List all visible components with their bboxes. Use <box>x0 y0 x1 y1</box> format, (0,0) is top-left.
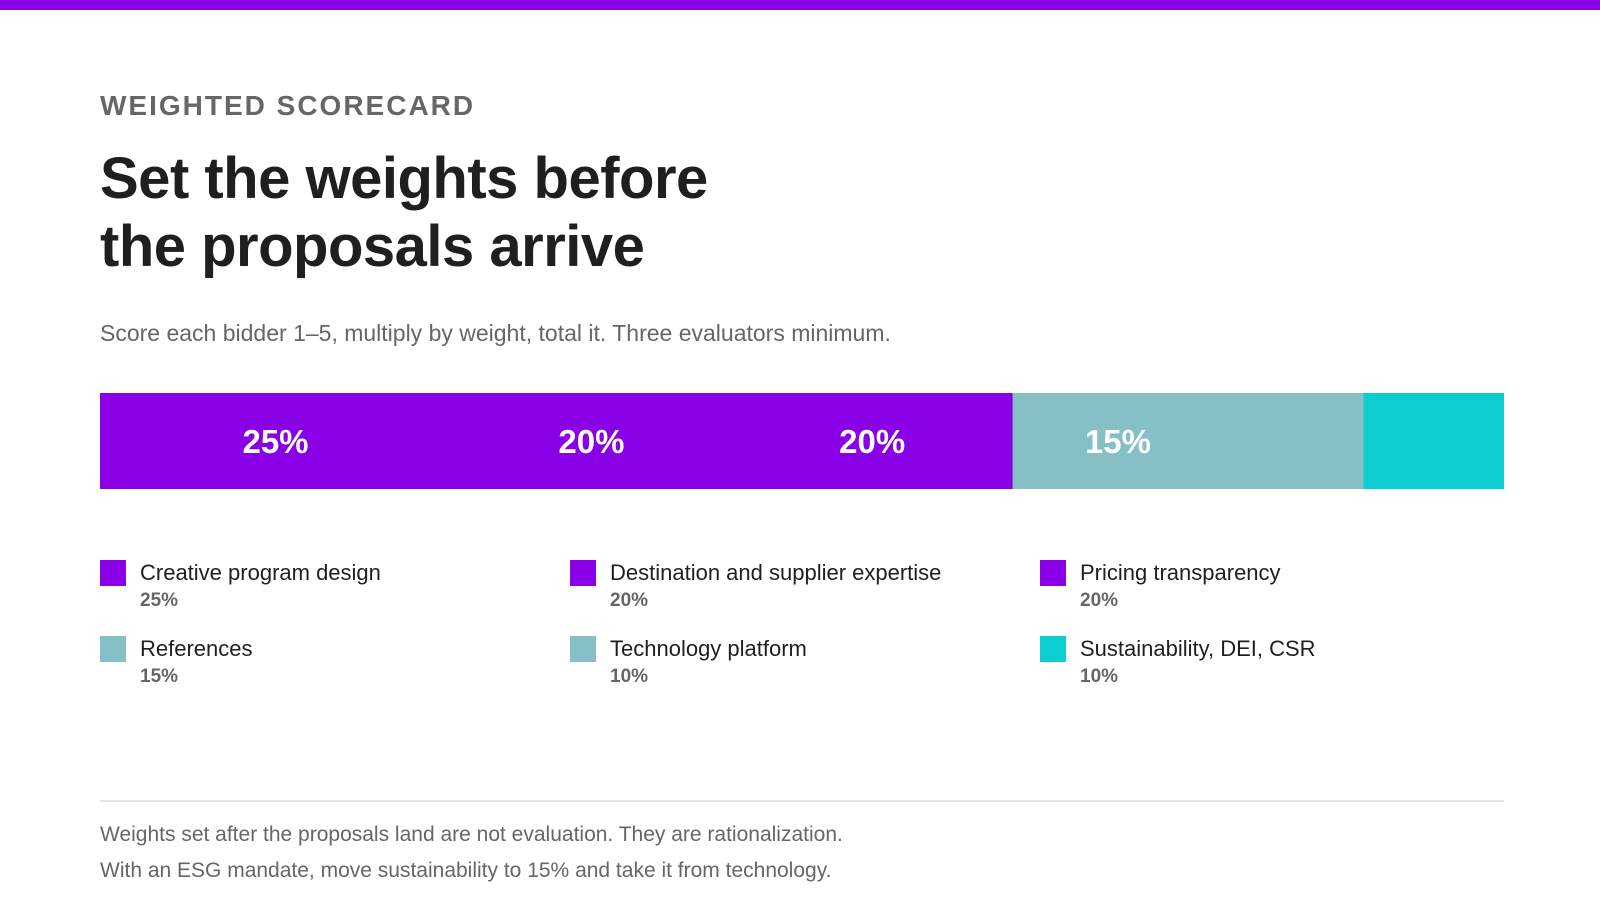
legend-item: References 15% <box>100 634 540 694</box>
legend-swatch <box>1040 560 1066 586</box>
legend-swatch <box>100 560 126 586</box>
bar-segment-2 <box>451 393 733 489</box>
bar-segment-6 <box>1363 393 1504 489</box>
bar-segment-3 <box>731 393 1014 489</box>
legend-swatch <box>100 636 126 662</box>
legend-item: Destination and supplier expertise 20% <box>570 558 1010 618</box>
title-line-1: Set the weights before <box>100 146 708 211</box>
bar-segment-label-1: 25% <box>242 423 308 460</box>
legend-value: 20% <box>1080 590 1119 611</box>
bar-segment-5 <box>1223 393 1365 489</box>
page-title: Set the weights before the proposals arr… <box>100 145 900 281</box>
legend-item: Technology platform 10% <box>570 634 1010 694</box>
legend-swatch <box>570 636 596 662</box>
top-accent-bar <box>0 0 1600 10</box>
legend-value: 25% <box>140 590 179 611</box>
title-line-2: the proposals arrive <box>100 214 645 279</box>
legend-item: Creative program design 25% <box>100 558 540 618</box>
footer-divider <box>100 800 1504 802</box>
bar-segment-label-3: 20% <box>839 423 905 460</box>
legend-label: Pricing transparency <box>1080 560 1281 585</box>
legend-item: Pricing transparency 20% <box>1040 558 1480 618</box>
legend-swatch <box>1040 636 1066 662</box>
legend-value: 15% <box>140 666 179 687</box>
bar-segment-4 <box>1012 393 1224 489</box>
legend-value: 10% <box>610 666 649 687</box>
bar-segment-label-2: 20% <box>558 423 624 460</box>
legend-value: 10% <box>1080 666 1119 687</box>
scorecard-page: WEIGHTED SCORECARD Set the weights befor… <box>100 0 1504 900</box>
footnote-2: With an ESG mandate, move sustainability… <box>100 859 832 882</box>
subtitle: Score each bidder 1–5, multiply by weigh… <box>100 320 891 346</box>
legend-item: Sustainability, DEI, CSR 10% <box>1040 634 1480 694</box>
bar-segment-label-4: 15% <box>1085 423 1151 460</box>
eyebrow-label: WEIGHTED SCORECARD <box>100 90 476 121</box>
legend-value: 20% <box>610 590 649 611</box>
legend-label: Technology platform <box>610 636 807 661</box>
footnote-1: Weights set after the proposals land are… <box>100 823 843 846</box>
bar-segment-1 <box>100 393 452 489</box>
legend-label: References <box>140 636 253 661</box>
legend-label: Sustainability, DEI, CSR <box>1080 636 1316 661</box>
legend-label: Creative program design <box>140 560 381 585</box>
legend-swatch <box>570 560 596 586</box>
legend-label: Destination and supplier expertise <box>610 560 942 585</box>
weights-bar-svg: 25% 20% 20% 15% <box>100 393 1504 489</box>
weights-stacked-bar: 25% 20% 20% 15% <box>100 393 1504 489</box>
